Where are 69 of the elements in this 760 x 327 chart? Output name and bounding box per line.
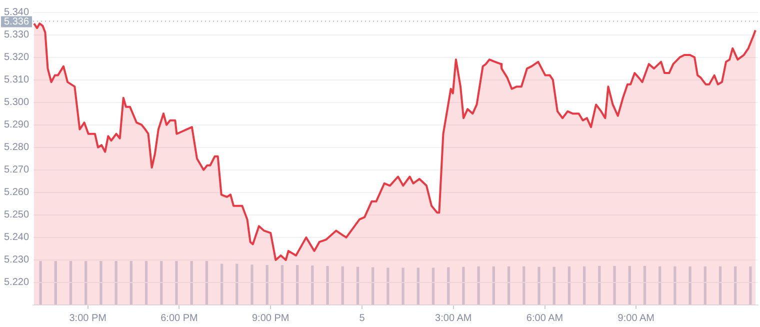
bar — [236, 264, 238, 305]
x-tick-label: 6:00 PM — [160, 312, 198, 324]
bar — [402, 268, 404, 305]
bar — [84, 261, 88, 305]
bar — [220, 264, 224, 305]
bar — [507, 266, 510, 305]
y-tick-label: 5.250 — [4, 210, 30, 221]
bar — [628, 266, 631, 305]
x-tick-label: 6:00 AM — [526, 312, 564, 324]
bar — [114, 261, 118, 305]
bar — [552, 266, 556, 305]
y-tick-label: 5.290 — [4, 120, 30, 131]
bar — [311, 266, 314, 305]
x-tick-label: 9:00 PM — [252, 312, 290, 324]
bar — [568, 266, 571, 305]
bar — [250, 264, 254, 305]
x-tick-label: 5 — [359, 312, 366, 324]
bar — [386, 268, 390, 305]
bar — [462, 266, 465, 305]
bar — [643, 266, 646, 305]
bar — [416, 268, 420, 305]
bar — [160, 261, 163, 305]
bar — [658, 266, 662, 305]
bar — [175, 261, 178, 305]
bar — [69, 261, 72, 305]
bar — [582, 266, 586, 305]
bar — [522, 266, 526, 305]
bar — [492, 266, 496, 305]
y-tick-label: 5.230 — [4, 254, 30, 266]
y-tick-label: 5.310 — [4, 74, 30, 86]
bar — [538, 266, 540, 305]
y-tick-label: 5.320 — [4, 52, 30, 64]
bar — [341, 266, 344, 305]
bar — [613, 266, 616, 305]
y-tick-label: 5.330 — [4, 30, 30, 41]
bar — [704, 266, 706, 305]
y-tick-label: 5.280 — [4, 142, 30, 154]
bar — [130, 261, 133, 305]
bar — [54, 261, 57, 305]
bar — [749, 266, 752, 305]
bar — [734, 266, 737, 305]
bar — [372, 267, 374, 305]
y-tick-label: 5.270 — [4, 164, 30, 176]
ref-line-label: 5.336 — [4, 16, 30, 28]
bar — [326, 266, 329, 305]
bar — [266, 265, 268, 305]
bar — [205, 261, 208, 305]
bar — [477, 266, 480, 305]
y-tick-label: 5.300 — [4, 97, 30, 108]
bar — [100, 261, 102, 305]
y-tick-label: 5.340 — [4, 7, 30, 18]
bar — [39, 261, 42, 305]
bar — [718, 266, 722, 305]
bar — [280, 265, 284, 305]
bar — [296, 265, 299, 305]
bar — [190, 261, 193, 305]
bar — [432, 268, 435, 305]
x-tick-label: 3:00 PM — [69, 312, 106, 324]
bar — [674, 266, 676, 305]
x-tick-label: 3:00 AM — [435, 312, 472, 324]
y-tick-label: 5.260 — [4, 187, 30, 198]
bar — [356, 266, 360, 305]
bar — [447, 267, 450, 305]
y-tick-label: 5.220 — [4, 277, 30, 288]
bar — [144, 261, 148, 305]
x-tick-label: 9:00 AM — [618, 312, 655, 324]
bar — [598, 266, 601, 305]
y-tick-label: 5.240 — [4, 232, 30, 244]
bar — [688, 266, 692, 305]
